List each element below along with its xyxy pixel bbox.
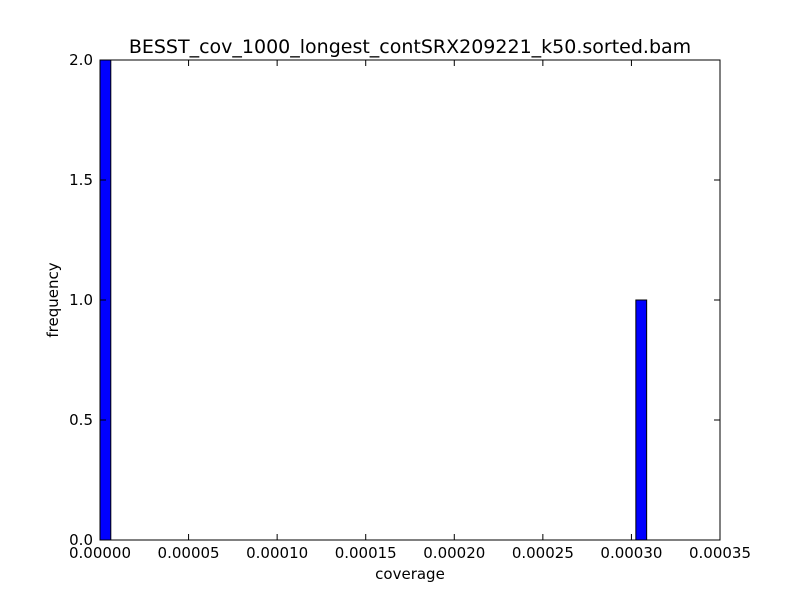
y-axis-label: frequency	[44, 262, 62, 337]
y-tick-label: 0.0	[69, 531, 93, 549]
x-tick-label: 0.00025	[512, 544, 574, 562]
ticks-layer	[99, 59, 721, 541]
x-tick-label: 0.00000	[69, 544, 131, 562]
y-tick-label: 1.5	[69, 171, 93, 189]
x-tick-label: 0.00035	[689, 544, 751, 562]
x-tick-label: 0.00005	[158, 544, 220, 562]
histogram-bar-2	[635, 299, 648, 541]
x-tick-label: 0.00010	[246, 544, 308, 562]
x-tick-label: 0.00030	[600, 544, 662, 562]
x-tick-label: 0.00020	[423, 544, 485, 562]
y-tick-label: 0.5	[69, 411, 93, 429]
tick-labels-layer: 0.00000 0.00005 0.00010 0.00015 0.00020 0.000…	[69, 51, 751, 562]
y-tick-label: 1.0	[69, 291, 93, 309]
x-tick-label: 0.00015	[335, 544, 397, 562]
y-tick-label: 2.0	[69, 51, 93, 69]
chart-title: BESST_cov_1000_longest_contSRX209221_k50…	[129, 36, 691, 58]
x-axis-label: coverage	[375, 565, 445, 583]
